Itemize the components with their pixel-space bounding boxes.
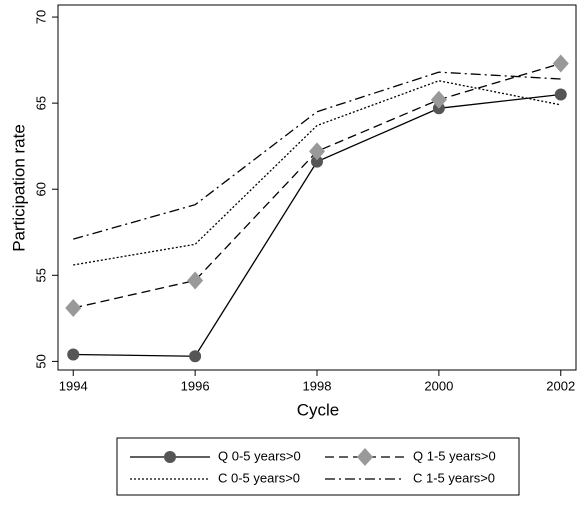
marker [311,155,323,168]
legend-marker [164,451,176,463]
legend-label: C 0-5 years>0 [218,470,300,485]
x-tick-label: 1996 [181,378,210,393]
x-tick-label: 1998 [303,378,332,393]
series-line [73,71,561,240]
x-tick-label: 1994 [59,378,88,393]
marker [554,88,567,101]
legend-marker [357,448,373,466]
x-tick-label: 2002 [546,378,575,393]
y-tick-label: 55 [33,268,48,282]
marker [552,54,569,73]
legend-label: Q 1-5 years>0 [413,448,496,463]
marker [65,299,82,318]
legend-label: Q 0-5 years>0 [218,448,301,463]
marker [309,142,325,161]
marker [189,350,202,363]
series-line [73,62,561,309]
marker [430,90,447,109]
marker [67,348,80,361]
y-tick-label: 65 [33,96,48,110]
series-line [73,80,561,266]
series-line [73,93,561,357]
x-tick-label: 2000 [424,378,453,393]
y-tick-label: 50 [33,354,48,368]
legend [116,437,520,496]
plot-frame [57,4,577,371]
y-tick-label: 70 [33,10,48,24]
y-axis-label: Participation rate [9,124,28,252]
y-tick-label: 60 [33,182,48,196]
marker [187,271,204,290]
legend-label: C 1-5 years>0 [413,470,495,485]
x-axis-label: Cycle [297,400,340,419]
